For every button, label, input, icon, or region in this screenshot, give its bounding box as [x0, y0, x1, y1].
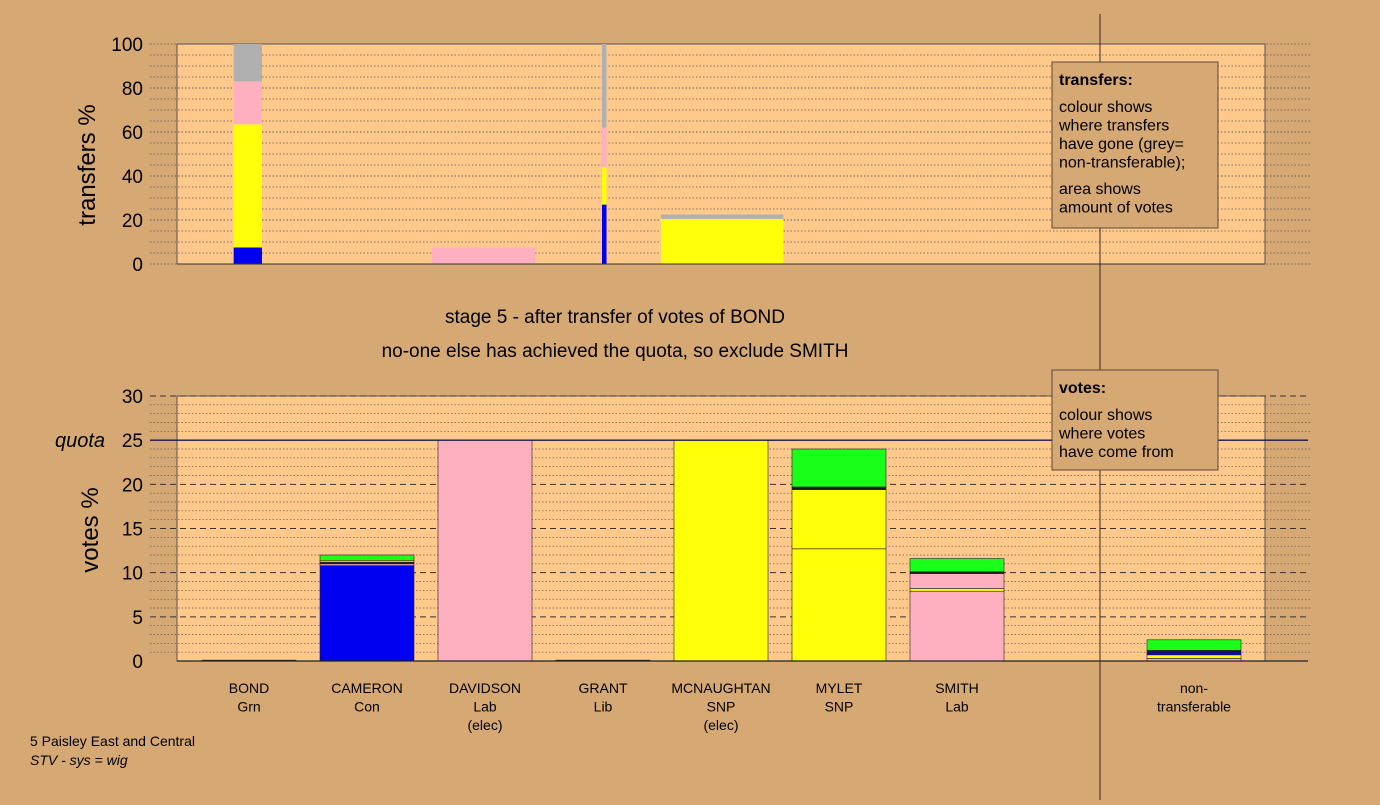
transfer-bar-bond-yellow — [233, 124, 262, 248]
vote-bar-mcnaughtan-label-2: (elec) — [703, 717, 738, 733]
vote-bar-cameron-label-1: Con — [354, 699, 380, 715]
transfers-y-tick-label: 100 — [111, 35, 143, 56]
vote-bar-bond-label-0: BOND — [229, 680, 269, 696]
transfers-legend-extra-1: amount of votes — [1059, 200, 1173, 217]
marks-layer — [201, 44, 1242, 662]
vote-bar-nontransferable-label-1: transferable — [1157, 699, 1231, 715]
votes-y-tick-label: 5 — [132, 608, 143, 629]
transfers-y-tick-label: 80 — [122, 79, 143, 100]
transfers-legend-line-2: have gone (grey= — [1059, 136, 1184, 153]
votes-y-tick-label: 20 — [122, 475, 143, 496]
votes-y-tick-label: 15 — [122, 520, 143, 541]
vote-bar-smith-label-0: SMITH — [935, 680, 979, 696]
vote-bar-smith-pink — [909, 590, 1005, 662]
footer-line-1: 5 Paisley East and Central — [30, 733, 195, 749]
transfers-y-axis-label: transfers % — [74, 104, 101, 225]
transfer-bar-grant-pink — [602, 127, 607, 168]
votes-legend-line-1: where votes — [1058, 426, 1145, 443]
votes-legend-line-2: have come from — [1059, 444, 1174, 461]
votes-legend-box — [1051, 369, 1219, 471]
transfer-bar-grant-yellow — [602, 167, 607, 205]
vote-bar-mylet-yellow — [791, 489, 887, 550]
vote-bar-smith-yellow — [909, 588, 1005, 592]
transfers-legend-line-3: non-transferable); — [1059, 155, 1185, 172]
transfers-legend-extra-0: area shows — [1059, 181, 1141, 198]
votes-legend-title: votes: — [1059, 380, 1106, 397]
vote-bar-nontransferable-yellow — [1146, 654, 1242, 659]
vote-bar-nontransferable-green — [1146, 639, 1242, 651]
vote-bar-mcnaughtan-label-1: SNP — [707, 699, 736, 715]
quota-label: quota — [55, 430, 105, 452]
transfers-legend-box — [1051, 61, 1219, 229]
vote-bar-smith-pink — [909, 573, 1005, 589]
vote-bar-mylet-label-1: SNP — [825, 699, 854, 715]
transfers-legend-line-0: colour shows — [1059, 99, 1152, 116]
vote-bar-nontransferable-label-0: non- — [1180, 680, 1208, 696]
transfers-y-tick-label: 60 — [122, 123, 143, 144]
transfers-legend: transfers: colour shows where transfershav… — [1051, 61, 1219, 229]
transfer-bar-mcnaughtan-yellow — [660, 218, 784, 264]
transfer-bar-grant-blue — [602, 204, 607, 264]
transfers-y-tick-label: 0 — [132, 255, 143, 276]
vote-bar-grant-label-0: GRANT — [579, 680, 628, 696]
votes-y-axis-label: votes % — [77, 487, 104, 572]
transfers-legend-title: transfers: — [1059, 72, 1133, 89]
overlay-layer: 0 20 40 60 80 100 0 5 10 15 20 25 30 BOND Grn CAMERON Co… — [55, 14, 1308, 800]
vote-bar-cameron-green — [319, 554, 415, 561]
votes-y-tick-label: 10 — [122, 564, 143, 585]
vote-bar-davidson-label-0: DAVIDSON — [449, 680, 521, 696]
transfer-bar-bond-pink — [233, 81, 262, 125]
transfer-bar-bond-blue — [233, 247, 262, 264]
headline-line-2: no-one else has achieved the quota, so e… — [382, 341, 849, 362]
transfer-bar-bond-grey — [233, 44, 262, 82]
votes-y-tick-label: 30 — [122, 387, 143, 408]
transfers-y-tick-label: 20 — [122, 211, 143, 232]
vote-bar-bond-label-1: Grn — [237, 699, 260, 715]
vote-bar-smith-green — [909, 558, 1005, 573]
transfer-bar-davidson-pink — [432, 247, 536, 264]
votes-y-tick-label: 0 — [132, 652, 143, 673]
vote-bar-smith-label-1: Lab — [945, 699, 969, 715]
footer-line-2: STV - sys = wig — [30, 752, 128, 768]
vote-bar-mcnaughtan-yellow — [673, 439, 769, 662]
votes-y-tick-label: 25 — [122, 431, 143, 452]
vote-bar-davidson-pink — [437, 439, 533, 662]
vote-bar-nontransferable-blue — [1146, 651, 1242, 656]
transfer-bar-mcnaughtan-grey — [660, 214, 784, 219]
vote-bar-davidson-label-1: Lab — [473, 699, 497, 715]
transfer-bar-grant-grey — [602, 44, 607, 128]
transfers-legend-line-1: where transfers — [1058, 118, 1169, 135]
vote-bar-mcnaughtan-label-0: MCNAUGHTAN — [671, 680, 770, 696]
vote-bar-mylet-dark — [791, 486, 887, 490]
vote-bar-cameron-label-0: CAMERON — [331, 680, 403, 696]
votes-legend-line-0: colour shows — [1059, 407, 1152, 424]
transfers-y-tick-label: 40 — [122, 167, 143, 188]
vote-bar-cameron-blue — [319, 565, 415, 662]
vote-bar-davidson-label-2: (elec) — [467, 717, 502, 733]
headline-line-1: stage 5 - after transfer of votes of BON… — [445, 307, 785, 328]
vote-bar-mylet-yellow — [791, 548, 887, 662]
vote-bar-grant-label-1: Lib — [594, 699, 613, 715]
vote-bar-mylet-green — [791, 448, 887, 488]
vote-bar-mylet-label-0: MYLET — [816, 680, 863, 696]
